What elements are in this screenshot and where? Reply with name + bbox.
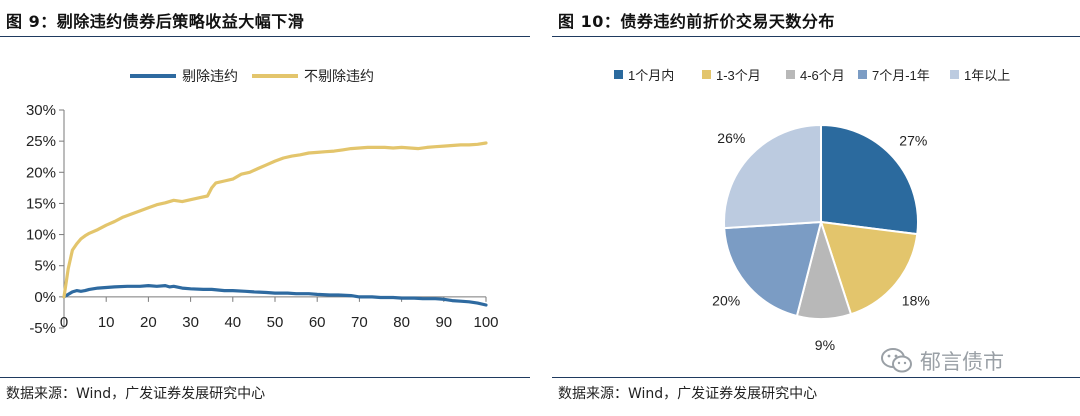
figure-10-top-rule [552,36,1080,37]
pie-chart-labels: 27% 18% 9% 20% 26% [712,130,930,353]
legend-swatch [858,70,867,79]
series-line [62,141,488,299]
x-tick-label: 70 [351,314,368,331]
pie-slice-label: 18% [902,292,930,308]
x-tick-label: 10 [98,314,115,331]
figure-10-panel: 图 10：债券违约前折价交易天数分布 1个月内 1-3个月 4-6个月 7个月-1年 1… [552,0,1080,416]
x-tick-label: 90 [435,314,452,331]
legend-swatch [786,70,795,79]
figure-9-title: 图 9：剔除违约债券后策略收益大幅下滑 [6,12,305,31]
x-tick-label: 60 [309,314,326,331]
pie-chart-legend: 1个月内 1-3个月 4-6个月 7个月-1年 1年以上 [614,68,1010,83]
legend-item: 7个月-1年 [858,68,930,83]
pie-slice [819,220,919,316]
pie-chart-slices [723,123,919,320]
watermark-text: 郁言债市 [920,350,1004,374]
x-tick-label: 30 [182,314,199,331]
y-tick-label: 20% [26,164,56,181]
x-tick-label: 100 [473,314,498,331]
x-tick-label: 0 [60,314,68,331]
legend-swatch [702,70,711,79]
pie-slice-label: 26% [717,130,745,146]
watermark: 郁言债市 [880,346,1004,376]
x-tick-label: 40 [224,314,241,331]
pie-slice-label: 27% [899,133,927,149]
figure-9-source: 数据来源：Wind，广发证券发展研究中心 [6,386,266,402]
pie-chart: 1个月内 1-3个月 4-6个月 7个月-1年 1年以上 27% 18% 9% 20% 26% [614,68,1010,353]
series-line [62,284,488,307]
legend-item: 4-6个月 [786,68,845,83]
legend-label: 7个月-1年 [872,68,930,83]
pie-slice-label: 20% [712,292,740,308]
line-chart-axes: -5% 0% 5% 10% 15% 20% 25% 30% 0 10 20 30 40 50 60 70 80 9… [26,102,499,337]
y-tick-label: 10% [26,227,56,244]
figure-9-panel: 图 9：剔除违约债券后策略收益大幅下滑 剔除违约 不剔除违约 -5% 0% 5% 10%… [0,0,530,416]
legend-label: 1个月内 [628,68,674,83]
legend-label: 1-3个月 [716,68,761,83]
legend-label: 不剔除违约 [304,68,374,84]
legend-item: 1-3个月 [702,68,761,83]
line-chart: 剔除违约 不剔除违约 -5% 0% 5% 10% 15% 20% 25% 30% 0 10 20 30 4… [26,68,499,337]
legend-swatch [950,70,959,79]
y-tick-label: 0% [34,289,56,306]
legend-swatch [614,70,623,79]
y-tick-label: 15% [26,195,56,212]
figure-10-title: 图 10：债券违约前折价交易天数分布 [558,12,835,31]
legend-item: 不剔除违约 [252,68,374,84]
pie-slice [723,123,822,230]
legend-label: 4-6个月 [800,68,845,83]
y-tick-label: 30% [26,102,56,119]
y-tick-label: 5% [34,258,56,275]
legend-item: 1年以上 [950,68,1010,83]
figure-10-bottom-rule [552,377,1080,378]
legend-item: 1个月内 [614,68,674,83]
pie-slice-label: 9% [815,337,835,353]
figure-9-top-rule [0,36,530,37]
pie-slice [723,220,823,318]
figure-9-bottom-rule [0,377,530,378]
legend-label: 剔除违约 [182,68,238,84]
legend-label: 1年以上 [964,68,1010,83]
legend-item: 剔除违约 [130,68,238,84]
x-tick-label: 20 [140,314,157,331]
y-tick-label: -5% [29,320,56,337]
line-chart-legend: 剔除违约 不剔除违约 [130,68,374,84]
line-chart-series [62,141,488,307]
x-tick-label: 80 [393,314,410,331]
pie-slice [820,123,919,236]
wechat-icon [881,348,912,373]
x-tick-label: 50 [267,314,284,331]
y-tick-label: 25% [26,133,56,150]
figure-10-source: 数据来源：Wind，广发证券发展研究中心 [558,386,818,402]
